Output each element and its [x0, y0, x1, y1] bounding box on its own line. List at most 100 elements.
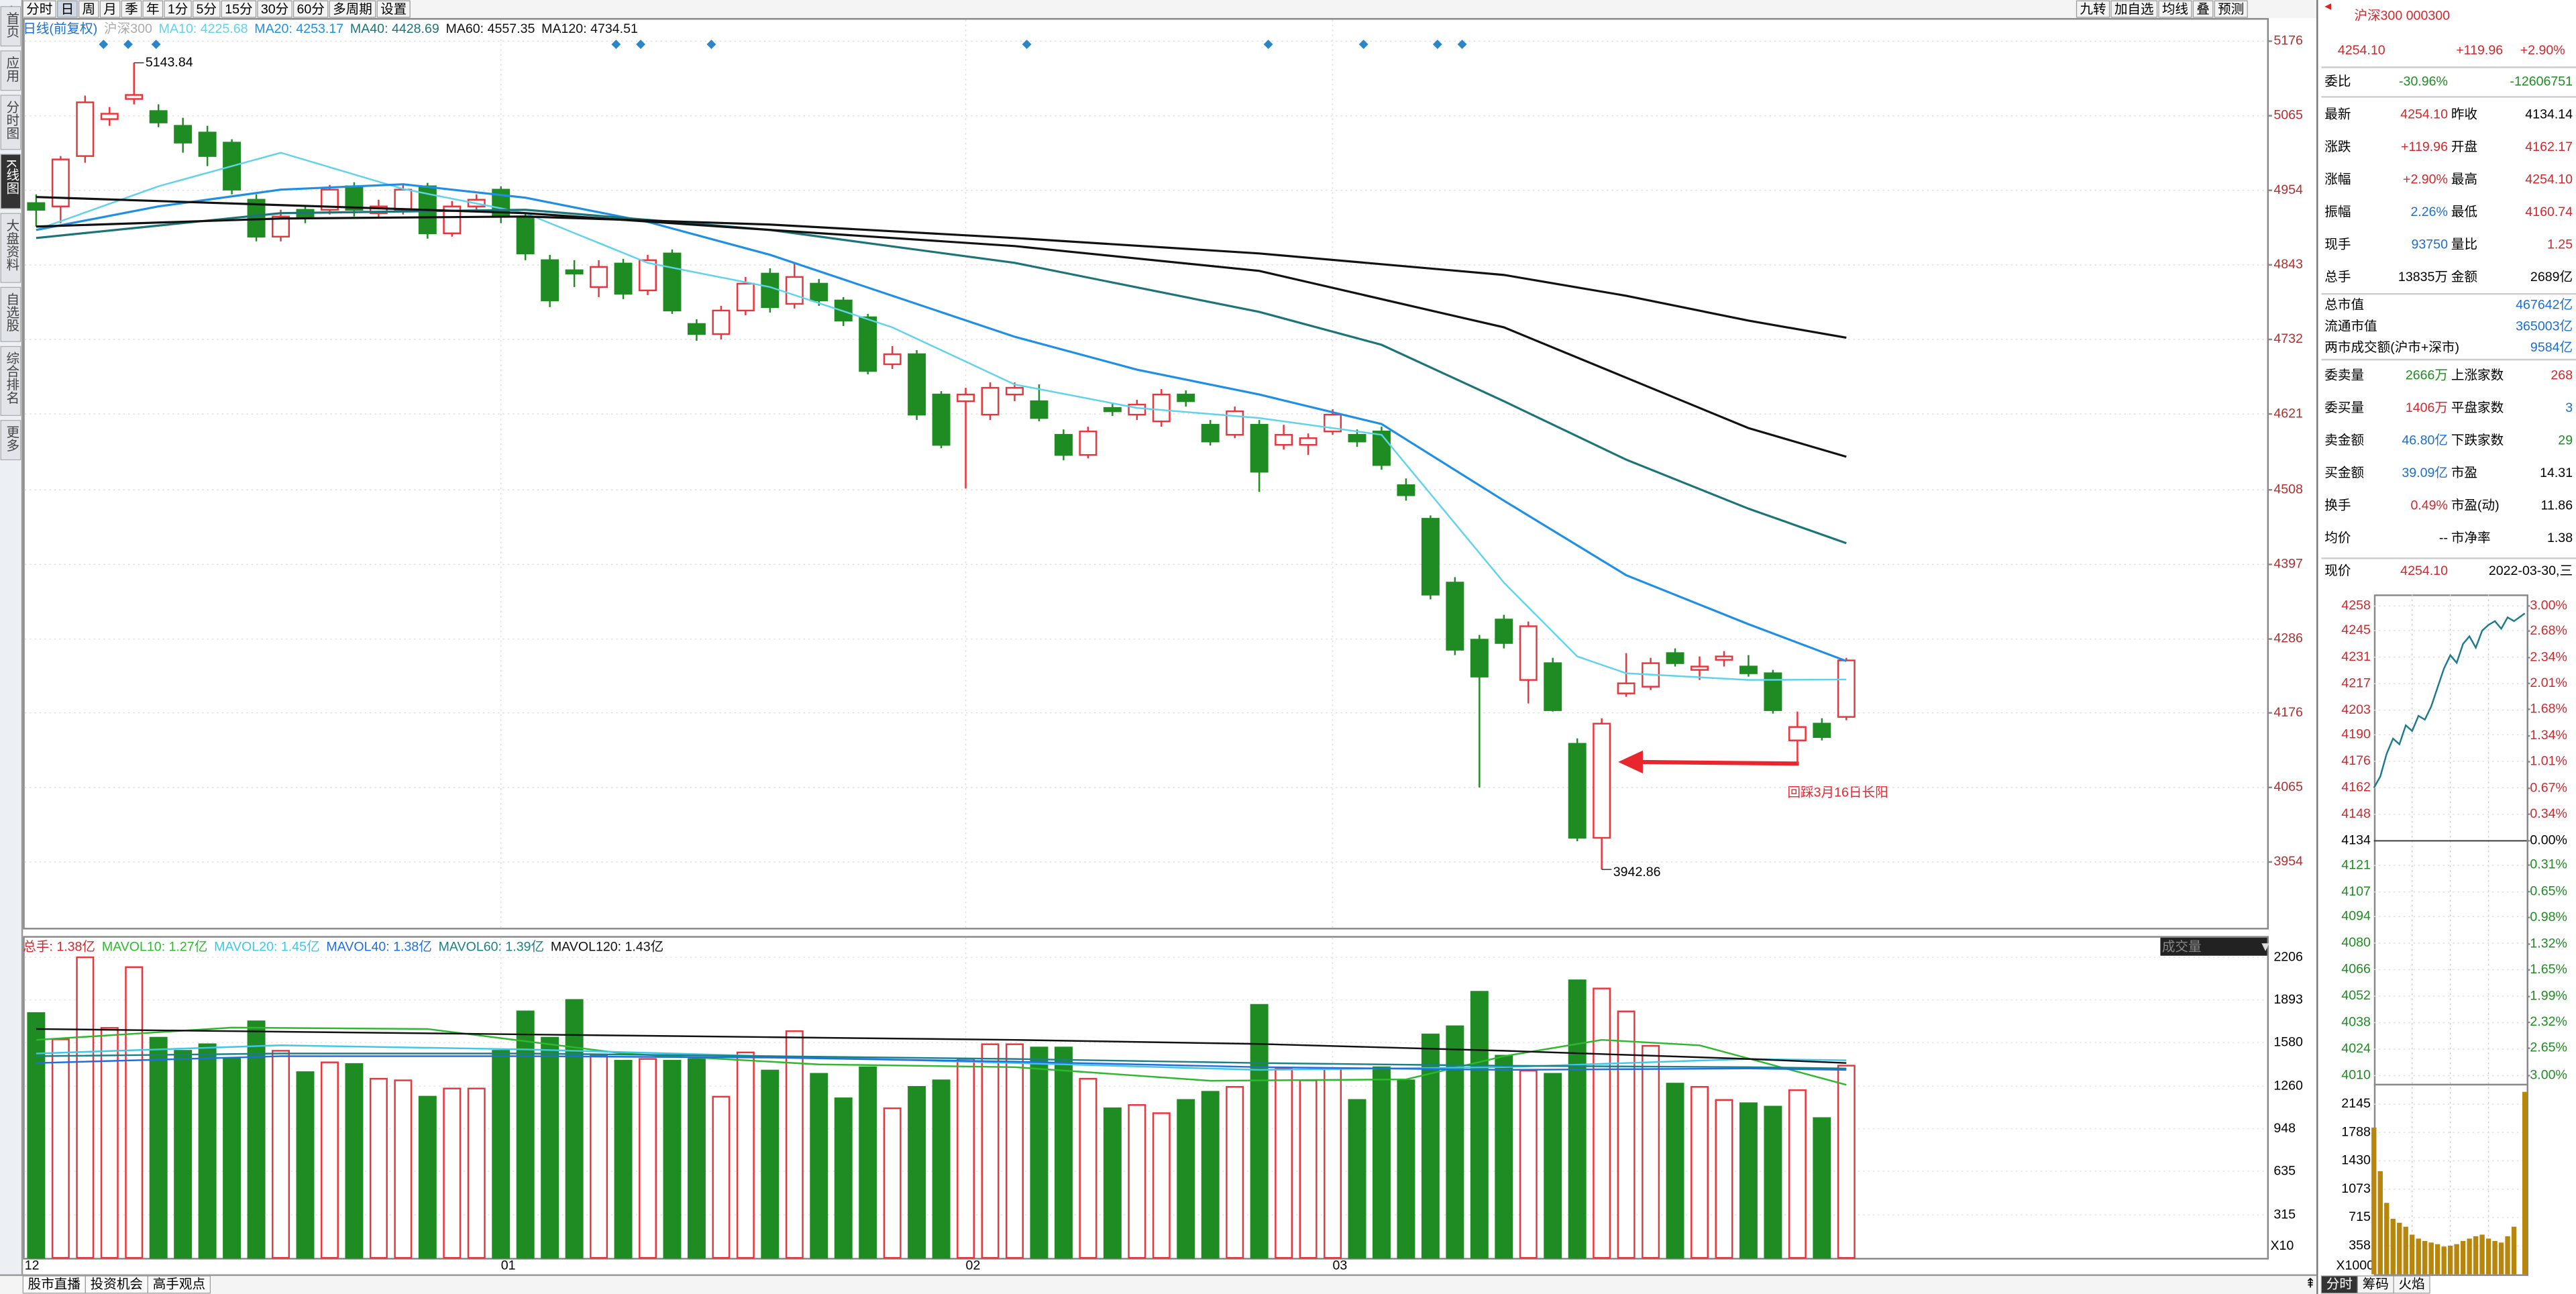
candle-body	[614, 262, 633, 295]
candle-body	[932, 393, 951, 446]
bottom-tab[interactable]: 投资机会	[91, 1277, 143, 1292]
volume-bar	[1397, 1079, 1415, 1259]
bottom-tab[interactable]: 股市直播	[28, 1277, 81, 1292]
candle-body	[1299, 437, 1318, 446]
volume-bar	[1275, 1068, 1293, 1259]
quote-label: 换手	[2324, 498, 2351, 513]
toolbar-button-box	[2192, 0, 2214, 18]
bottom-tab[interactable]: 高手观点	[153, 1277, 205, 1292]
intraday-volume-bar	[2441, 1246, 2447, 1275]
toolbar-button-box	[142, 0, 164, 18]
toolbar-button[interactable]: 15分	[225, 2, 252, 17]
quote-name: 沪深300 000300	[2354, 9, 2450, 23]
toolbar-button[interactable]: 季	[125, 2, 138, 17]
y2-tick-label: 1.34%	[2530, 728, 2567, 743]
candle-body	[1201, 423, 1220, 443]
toolbar-button[interactable]: 多周期	[333, 2, 372, 17]
quote-value: 9584亿	[2530, 340, 2573, 355]
toolbar-button[interactable]: 年	[146, 2, 160, 17]
toolbar-button[interactable]: 设置	[380, 2, 407, 17]
toolbar-button[interactable]: 5分	[197, 2, 217, 17]
side-tab[interactable]: 综合排名	[4, 352, 19, 404]
panel-tab[interactable]: 分时	[2326, 1277, 2353, 1292]
intraday-volume-bar	[2422, 1240, 2428, 1275]
volume-legend: MAVOL20: 1.45亿	[214, 940, 319, 955]
legend-entry: MA60: 4557.35	[446, 21, 535, 36]
y-tick-label: 4217	[2341, 676, 2371, 690]
toolbar-button[interactable]: 1分	[168, 2, 188, 17]
toolbar-button[interactable]: 30分	[261, 2, 288, 17]
volume-bar	[1152, 1112, 1171, 1259]
y-tick-label: 948	[2273, 1121, 2296, 1136]
quote-label: 现价	[2324, 563, 2351, 578]
toolbar-button[interactable]: 加自选	[2114, 2, 2154, 17]
intraday-volume-bar	[2371, 1127, 2377, 1275]
y-tick-label: 4231	[2341, 649, 2371, 664]
side-tab-box	[0, 95, 21, 150]
toolbar-button[interactable]: 月	[103, 2, 117, 17]
intraday-volume-bar	[2390, 1218, 2396, 1275]
candle-body	[1764, 672, 1782, 711]
toolbar	[23, 0, 2317, 18]
candle-body	[1544, 662, 1562, 711]
panel-tab[interactable]: 筹码	[2363, 1277, 2389, 1292]
toolbar-button-box	[193, 0, 221, 18]
y-tick-label: 4621	[2273, 406, 2303, 421]
side-tab[interactable]: 大盘资料	[4, 219, 19, 271]
volume-bar	[1715, 1099, 1733, 1259]
volume-bar	[1226, 1086, 1244, 1259]
scroll-top[interactable]: ⇞	[2305, 1276, 2316, 1291]
candle-body	[1690, 665, 1709, 671]
side-tab[interactable]: 首页	[4, 11, 19, 38]
side-tab[interactable]: K线图	[4, 159, 19, 194]
y-tick-label: 635	[2273, 1163, 2296, 1178]
side-tab[interactable]: 分时图	[4, 100, 19, 140]
y-tick-label: 4148	[2341, 806, 2371, 821]
y2-tick-label: 3.00%	[2530, 598, 2567, 612]
quote-value: +2.90%	[2403, 172, 2448, 186]
toolbar-button[interactable]: 60分	[297, 2, 324, 17]
side-tab[interactable]: 自选股	[4, 292, 19, 332]
y-tick-label: 4508	[2273, 482, 2303, 496]
y2-tick-label: 2.34%	[2530, 650, 2567, 665]
intraday-frame	[2373, 594, 2528, 1277]
panel-tab[interactable]: 火焰	[2399, 1277, 2425, 1292]
candle-body	[27, 202, 46, 211]
toolbar-button[interactable]: 日	[61, 2, 74, 17]
toolbar-button[interactable]: 均线	[2162, 2, 2188, 17]
y2-tick-label: 0.98%	[2530, 910, 2567, 924]
y-tick-label: 4080	[2341, 935, 2371, 950]
toolbar-button[interactable]: 周	[82, 2, 95, 17]
volume-bar	[125, 966, 144, 1259]
intraday-volume-bar	[2416, 1238, 2421, 1275]
toolbar-button[interactable]: 九转	[2080, 2, 2106, 17]
intraday-volume-bar	[2498, 1242, 2504, 1275]
y-tick-label: 1260	[2273, 1078, 2303, 1093]
candle-body	[125, 94, 144, 100]
y-tick-label: 1073	[2341, 1181, 2371, 1196]
y-tick-label: 4065	[2273, 779, 2303, 794]
y2-tick-label: 0.67%	[2530, 780, 2567, 795]
candle-body	[712, 309, 731, 335]
toolbar-button-box	[2158, 0, 2192, 18]
volume-bar	[1299, 1079, 1318, 1259]
side-tab[interactable]: 更多	[4, 425, 19, 451]
volume-bar	[1788, 1089, 1807, 1259]
toolbar-button[interactable]: 预测	[2218, 2, 2244, 17]
toolbar-button[interactable]: 叠	[2196, 2, 2210, 17]
volume-header-arrow[interactable]: ▼	[2259, 940, 2271, 955]
volume-bar	[663, 1060, 682, 1259]
quote-value: 467642亿	[2516, 297, 2573, 312]
volume-bar	[369, 1077, 388, 1259]
quote-back[interactable]: ◂	[2324, 0, 2331, 13]
toolbar-button[interactable]: 分时	[26, 2, 52, 17]
side-tab[interactable]: 应用	[4, 56, 19, 82]
volume-bar	[1103, 1107, 1122, 1259]
toolbar-button-box	[2076, 0, 2110, 18]
volume-bar	[981, 1043, 1000, 1259]
volume-bar	[761, 1069, 780, 1259]
candle-body	[785, 276, 804, 305]
candle-body	[957, 393, 975, 402]
volume-bar	[883, 1107, 902, 1259]
